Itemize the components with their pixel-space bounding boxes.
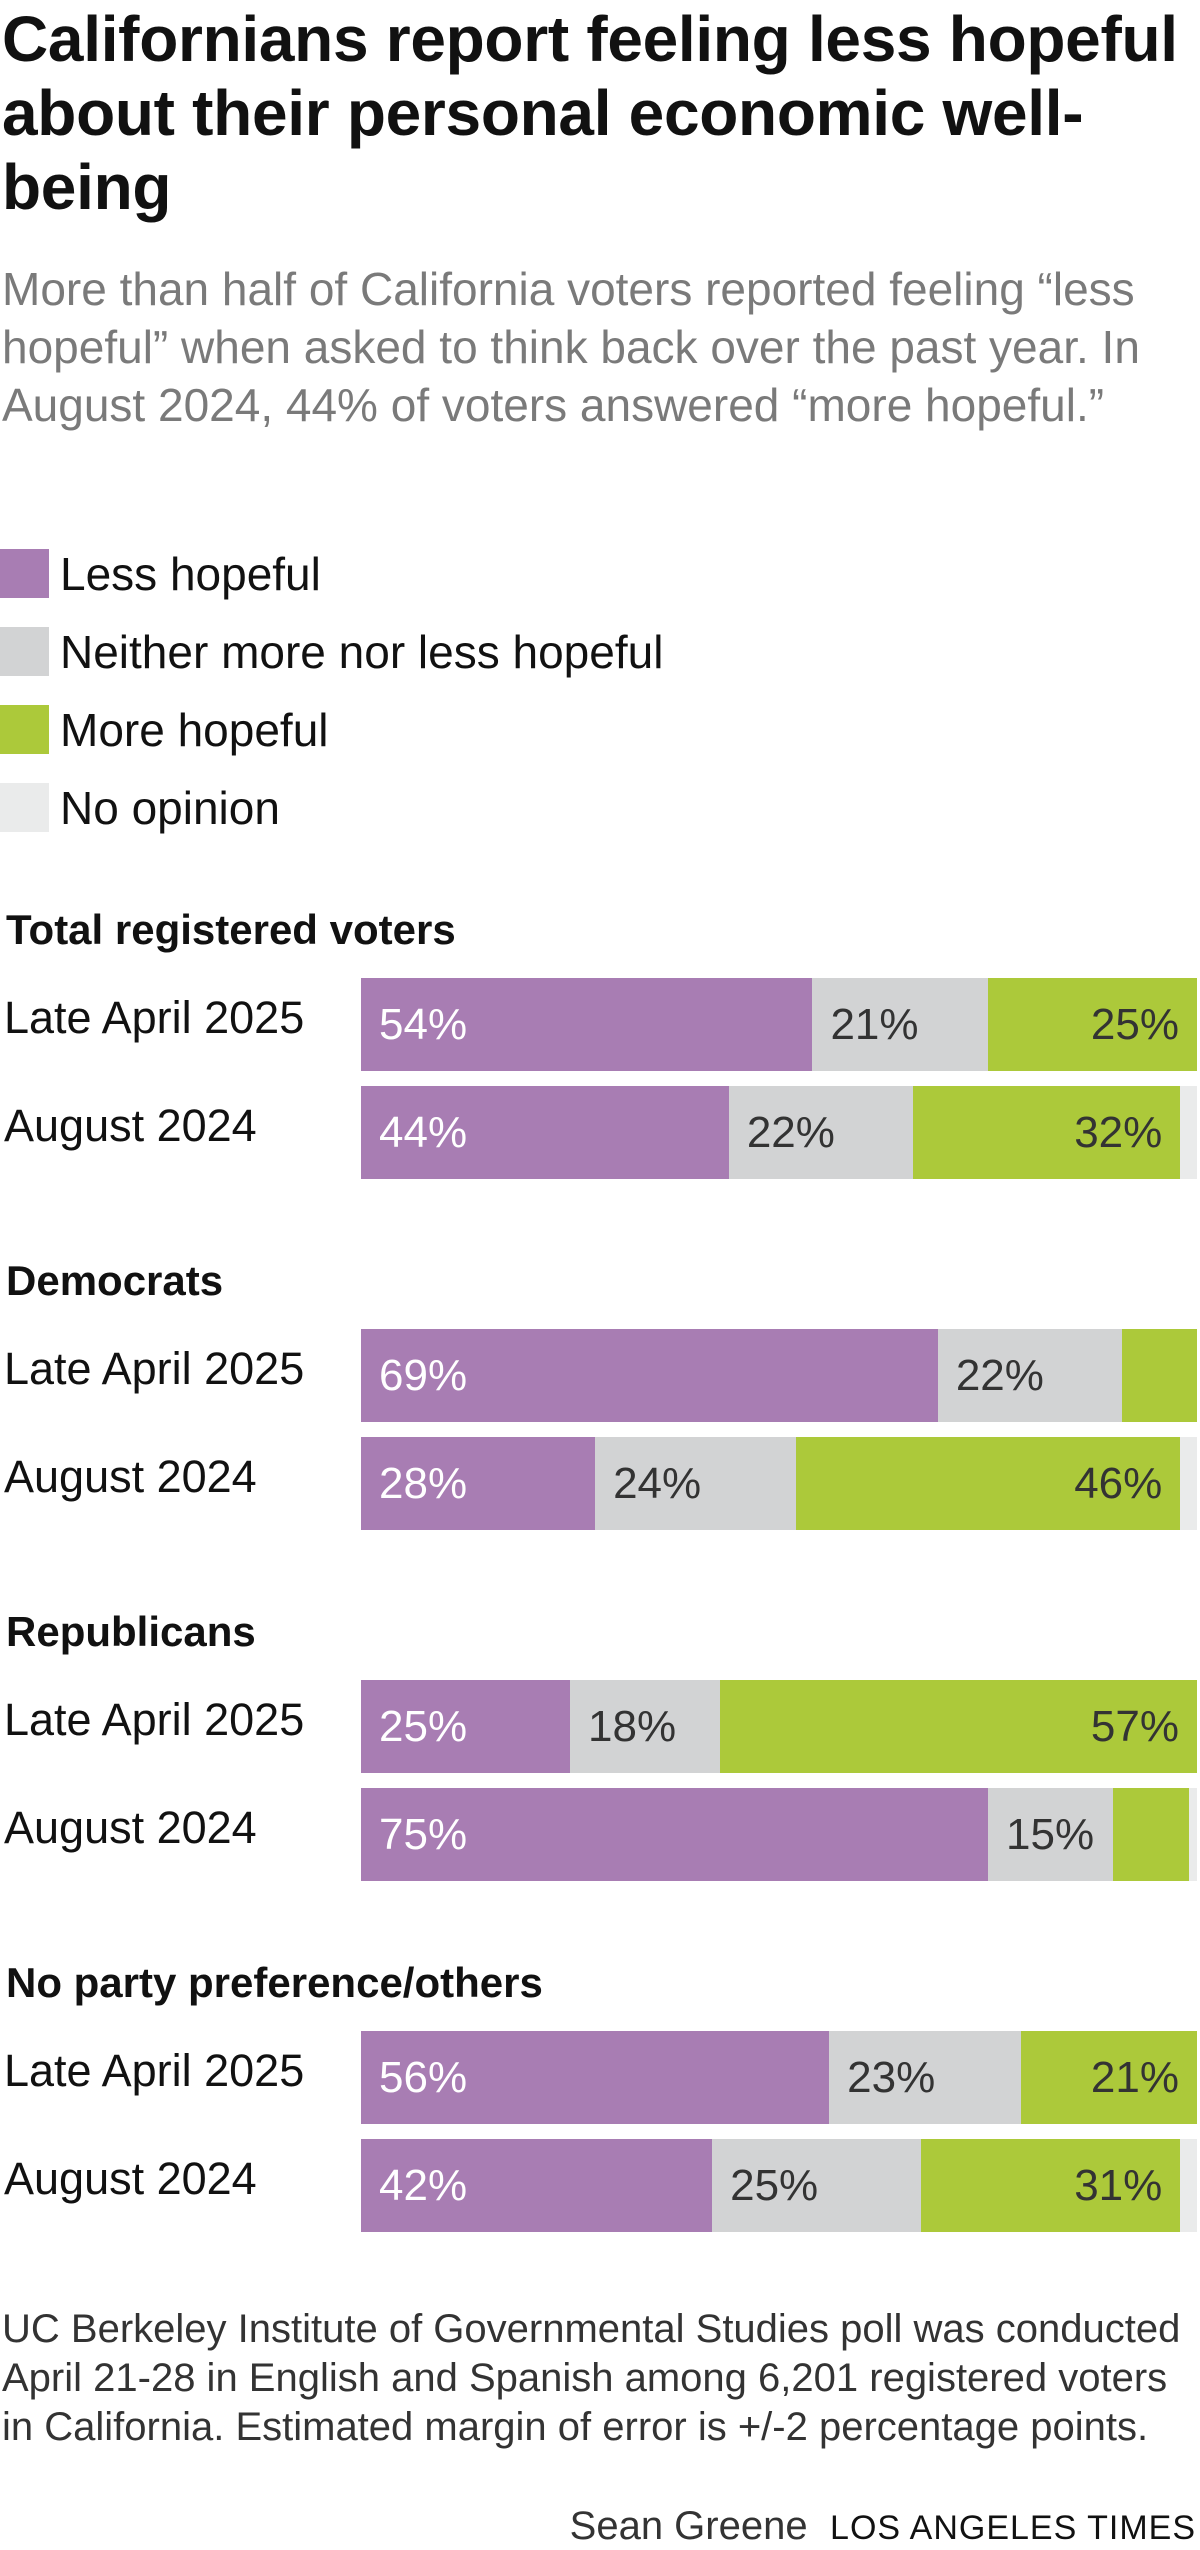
bar-no-party-preference-others-august-2024: 42% 25% 31% (361, 2139, 1197, 2232)
legend-item-no-opinion: No opinion (0, 779, 900, 834)
data-label-less: 44% (379, 1108, 468, 1157)
row-label-no-party-preference-others-august-2024: August 2024 (4, 2153, 257, 2204)
bar-segment-less: 56% (361, 2031, 830, 2124)
bar-republicans-late-april-2025: 25% 18% 57% (361, 1680, 1197, 1773)
data-label-neither: 18% (588, 1702, 677, 1751)
data-label-more: 21% (1090, 2053, 1179, 2102)
data-label-more: 32% (1074, 1108, 1163, 1157)
group-title-total-registered-voters: Total registered voters (6, 906, 456, 953)
row-label-democrats-august-2024: August 2024 (4, 1451, 257, 1502)
credit-organization: LOS ANGELES TIMES (830, 2509, 1196, 2547)
row-label-democrats-late-april-2025: Late April 2025 (4, 1343, 305, 1394)
bar-segment-less: 54% (361, 978, 813, 1071)
bar-segment-less: 69% (361, 1329, 938, 1422)
data-label-less: 42% (379, 2161, 468, 2210)
data-label-more: 31% (1074, 2161, 1163, 2210)
legend-label-less-hopeful: Less hopeful (60, 548, 321, 600)
legend-item-neither: Neither more nor less hopeful (0, 623, 900, 678)
bar-segment-more: 21% (1021, 2031, 1197, 2124)
bar-segment-more: 25% (988, 978, 1197, 1071)
data-label-less: 69% (379, 1351, 468, 1400)
bar-segment-less: 28% (361, 1437, 596, 1530)
legend-swatch-neither (0, 627, 49, 676)
data-label-less: 25% (379, 1702, 468, 1751)
group-title-no-party-preference-others: No party preference/others (6, 1959, 543, 2006)
chart-subtitle: More than half of California voters repo… (2, 263, 1140, 431)
bar-total-registered-voters-august-2024: 44% 22% 32% (361, 1086, 1197, 1179)
data-label-neither: 22% (955, 1351, 1044, 1400)
bar-segment-more (1121, 1329, 1197, 1422)
legend-label-neither: Neither more nor less hopeful (60, 626, 664, 678)
bar-segment-neither: 15% (988, 1788, 1114, 1881)
bar-segment-neither: 22% (728, 1086, 913, 1179)
legend-item-less-hopeful: Less hopeful (0, 545, 900, 600)
bar-segment-less: 75% (361, 1788, 988, 1881)
row-label-republicans-august-2024: August 2024 (4, 1802, 257, 1853)
legend-swatch-less-hopeful (0, 549, 49, 598)
data-label-less: 54% (379, 1000, 468, 1049)
group-title-democrats: Democrats (6, 1257, 224, 1304)
bar-segment-more: 46% (795, 1437, 1181, 1530)
bar-no-party-preference-others-late-april-2025: 56% 23% 21% (361, 2031, 1197, 2124)
legend-swatch-no-opinion (0, 783, 49, 832)
data-label-more: 25% (1090, 1000, 1179, 1049)
chart-title: Californians report feeling less hopeful… (2, 3, 1178, 223)
bar-segment-neither: 21% (812, 978, 988, 1071)
group-title-republicans: Republicans (6, 1608, 256, 1655)
data-label-less: 75% (379, 1810, 468, 1859)
credit-author: Sean Greene (569, 2504, 808, 2548)
row-label-total-registered-voters-august-2024: August 2024 (4, 1100, 257, 1151)
bar-segment-neither: 24% (595, 1437, 796, 1530)
bar-segment-less: 25% (361, 1680, 570, 1773)
bar-segment-more: 31% (921, 2139, 1181, 2232)
legend-label-no-opinion: No opinion (60, 782, 280, 834)
data-label-neither: 21% (830, 1000, 919, 1049)
bar-segment-more (1113, 1788, 1189, 1881)
row-label-total-registered-voters-late-april-2025: Late April 2025 (4, 992, 305, 1043)
data-label-more: 46% (1074, 1459, 1163, 1508)
legend-swatch-more-hopeful (0, 705, 49, 754)
bar-republicans-august-2024: 75% 15% (361, 1788, 1197, 1881)
bar-segment-less: 44% (361, 1086, 729, 1179)
data-label-neither: 15% (1006, 1810, 1095, 1859)
data-label-neither: 23% (847, 2053, 936, 2102)
bar-segment-more: 32% (912, 1086, 1181, 1179)
bar-segment-less: 42% (361, 2139, 713, 2232)
row-label-no-party-preference-others-late-april-2025: Late April 2025 (4, 2045, 305, 2096)
credit-line: Sean Greene LOS ANGELES TIMES (570, 2504, 1196, 2549)
bar-segment-neither: 22% (937, 1329, 1122, 1422)
data-label-more: 57% (1090, 1702, 1179, 1751)
bar-segment-none (1180, 1437, 1197, 1530)
row-label-republicans-late-april-2025: Late April 2025 (4, 1694, 305, 1745)
bar-democrats-august-2024: 28% 24% 46% (361, 1437, 1197, 1530)
data-label-neither: 24% (613, 1459, 702, 1508)
bar-segment-none (1188, 1788, 1197, 1881)
source-note: UC Berkeley Institute of Governmental St… (2, 2307, 1181, 2449)
bar-total-registered-voters-late-april-2025: 54% 21% 25% (361, 978, 1197, 1071)
bar-democrats-late-april-2025: 69% 22% (361, 1329, 1197, 1422)
legend-label-more-hopeful: More hopeful (60, 704, 329, 756)
data-label-neither: 25% (730, 2161, 819, 2210)
bar-segment-neither: 18% (570, 1680, 721, 1773)
bar-segment-none (1180, 2139, 1197, 2232)
bar-segment-neither: 25% (712, 2139, 922, 2232)
bar-segment-neither: 23% (829, 2031, 1022, 2124)
data-label-less: 56% (379, 2053, 468, 2102)
legend-item-more-hopeful: More hopeful (0, 701, 900, 756)
data-label-less: 28% (379, 1459, 468, 1508)
data-label-neither: 22% (746, 1108, 835, 1157)
bar-segment-none (1180, 1086, 1197, 1179)
bar-segment-more: 57% (720, 1680, 1197, 1773)
